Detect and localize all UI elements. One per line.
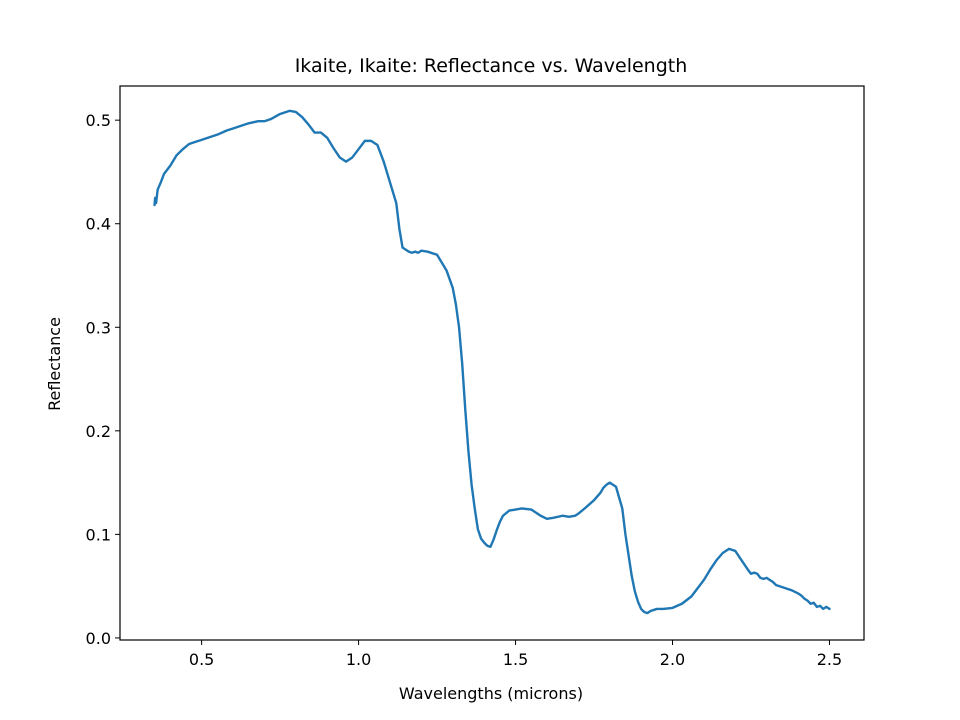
y-tick-label: 0.5	[86, 111, 111, 130]
y-tick-label: 0.4	[86, 215, 111, 234]
x-axis-label: Wavelengths (microns)	[399, 684, 583, 703]
y-tick-label: 0.1	[86, 525, 111, 544]
x-tick-label: 1.5	[503, 650, 528, 669]
x-axis: 0.5 1.0 1.5 2.0 2.5	[189, 640, 842, 669]
chart-title: Ikaite, Ikaite: Reflectance vs. Waveleng…	[295, 55, 688, 77]
x-tick-label: 2.0	[660, 650, 685, 669]
y-axis-label: Reflectance	[45, 317, 64, 411]
y-tick-label: 0.3	[86, 318, 111, 337]
y-axis: 0.0 0.1 0.2 0.3 0.4 0.5	[86, 111, 120, 648]
y-tick-label: 0.0	[86, 629, 111, 648]
x-tick-label: 2.5	[817, 650, 842, 669]
y-tick-label: 0.2	[86, 422, 111, 441]
plot-area	[153, 109, 831, 615]
x-tick-label: 0.5	[189, 650, 214, 669]
reflectance-series-line	[153, 109, 831, 615]
x-tick-label: 1.0	[346, 650, 371, 669]
plot-frame	[119, 85, 865, 641]
